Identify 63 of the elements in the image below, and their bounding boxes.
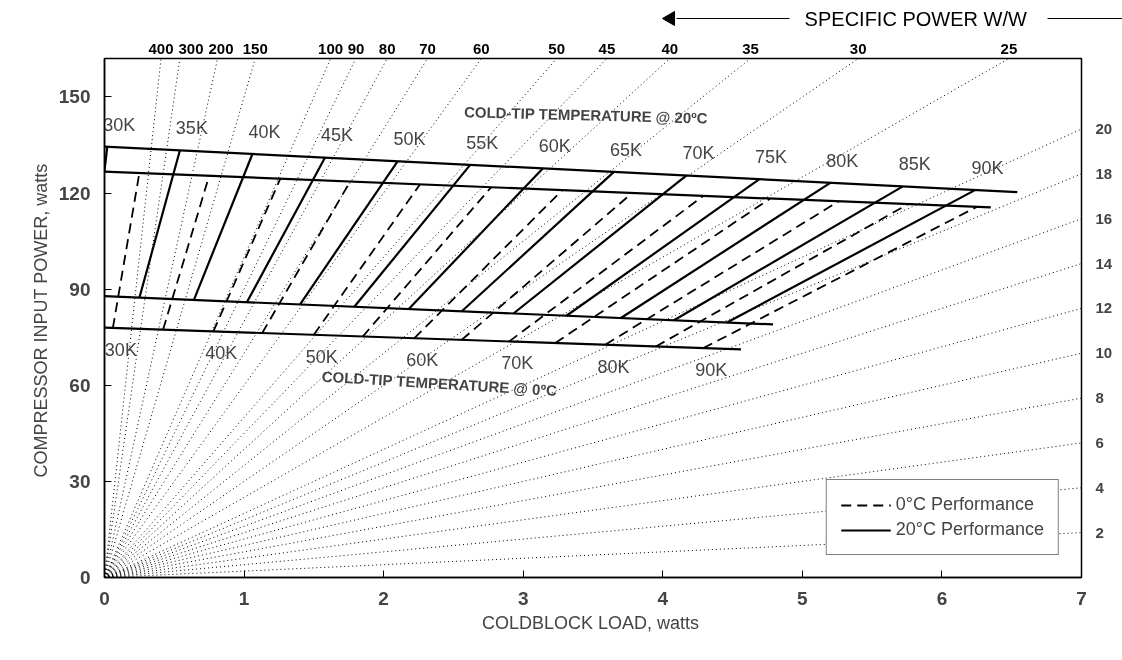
y-tick-label: 90 xyxy=(69,278,91,300)
y-tick-label: 30 xyxy=(69,470,91,492)
legend-label: 0°C Performance xyxy=(895,494,1034,515)
annotation: 70K xyxy=(501,353,534,374)
annotation: 150 xyxy=(242,39,268,57)
annotation: 2 xyxy=(1095,523,1104,541)
legend-label: 20°C Performance xyxy=(895,519,1044,540)
x-tick-label: 6 xyxy=(936,587,948,609)
annotation: 60K xyxy=(538,136,571,157)
annotation: 50K xyxy=(305,346,338,367)
annotation: 40 xyxy=(661,39,679,57)
x-tick-label: 5 xyxy=(797,587,809,609)
annotation: 35 xyxy=(742,39,759,57)
annotation: 4 xyxy=(1095,478,1105,496)
x-axis-title: COLDBLOCK LOAD, watts xyxy=(481,612,700,633)
annotation: 45 xyxy=(598,39,616,57)
annotation: 10 xyxy=(1095,344,1113,362)
x-tick-label: 0 xyxy=(99,587,110,609)
annotation: 70 xyxy=(419,39,436,57)
annotation: 90K xyxy=(971,157,1004,178)
x-tick-label: 1 xyxy=(238,587,250,609)
annotation: 45K xyxy=(321,125,354,146)
annotation: 80K xyxy=(826,150,859,171)
y-axis-title: COMPRESSOR INPUT POWER, watts xyxy=(30,163,51,478)
x-tick-label: 4 xyxy=(657,587,669,609)
annotation: 20 xyxy=(1095,119,1113,137)
annotation: 40K xyxy=(205,343,238,364)
annotation: 75K xyxy=(755,147,788,168)
annotation: 400 xyxy=(148,39,174,57)
annotation: 65K xyxy=(609,139,642,160)
annotation: COLD-TIP TEMPERATURE @ 20ºC xyxy=(463,103,708,127)
annotation: 55K xyxy=(466,132,499,153)
annotation: 16 xyxy=(1095,209,1113,227)
annotation: 90K xyxy=(695,360,728,381)
annotation: 60K xyxy=(406,350,439,371)
y-tick-label: 120 xyxy=(58,182,91,204)
annotation: 70K xyxy=(682,143,715,164)
annotation: 200 xyxy=(208,39,234,57)
x-tick-label: 7 xyxy=(1076,587,1087,609)
annotation: 80K xyxy=(597,356,630,377)
y-tick-label: 60 xyxy=(69,374,91,396)
text: SPECIFIC POWER W/W xyxy=(804,7,1027,30)
annotation: 14 xyxy=(1095,254,1113,272)
annotation: 40K xyxy=(248,121,281,142)
annotation: 30 xyxy=(849,39,867,57)
annotation: 100 xyxy=(318,39,344,57)
y-tick-label: 0 xyxy=(79,567,91,588)
annotation: 18 xyxy=(1095,164,1113,182)
annotation: 50 xyxy=(548,39,566,57)
annotation: 60 xyxy=(473,39,490,57)
annotation: 6 xyxy=(1095,433,1104,451)
annotation: 85K xyxy=(898,154,931,175)
annotation: 8 xyxy=(1095,389,1104,407)
annotation: 300 xyxy=(178,39,204,57)
y-tick-label: 150 xyxy=(58,86,91,108)
annotation: 25 xyxy=(1000,39,1018,57)
annotation: 50K xyxy=(393,129,426,150)
annotation: 90 xyxy=(347,39,365,57)
annotation: 35K xyxy=(175,118,208,139)
x-tick-label: 2 xyxy=(378,587,389,609)
annotation: 80 xyxy=(378,39,396,57)
x-tick-label: 3 xyxy=(517,587,529,609)
annotation: 12 xyxy=(1095,299,1113,317)
